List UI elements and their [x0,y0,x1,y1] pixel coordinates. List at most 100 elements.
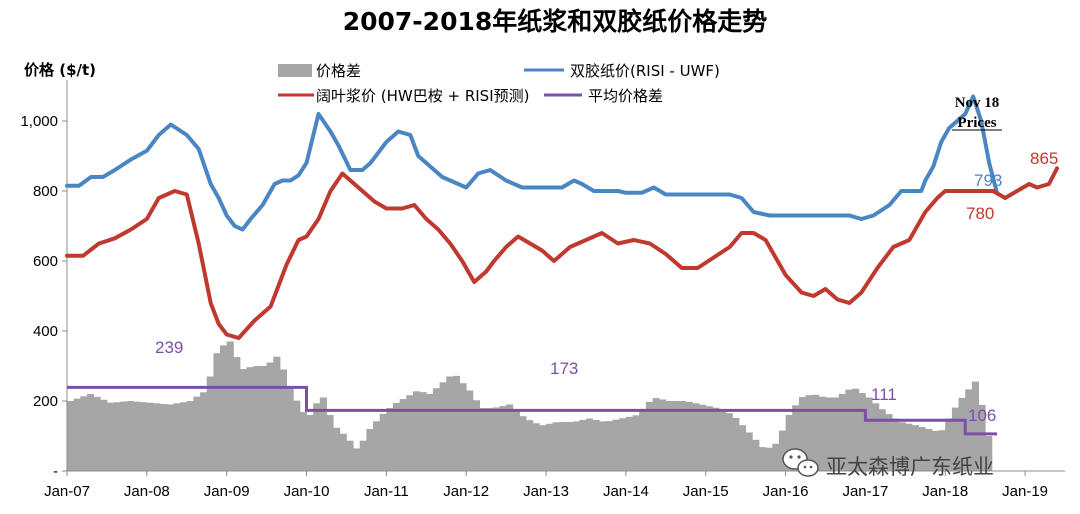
diff-bar [80,396,88,471]
diff-bar [452,375,460,471]
pulp-forecast-label: 865 [1030,149,1058,168]
diff-bar [765,447,773,471]
x-tick-label: Jan-07 [44,483,90,500]
legend-label-diff: 价格差 [316,62,361,80]
diff-bar [971,381,979,471]
diff-bar [106,402,114,471]
diff-bar [912,425,920,471]
diff-bar [885,414,893,471]
diff-bar [153,403,161,471]
y-tick-label: 800 [33,183,58,200]
diff-bar [878,409,886,471]
diff-bar [705,406,713,471]
diff-bar [246,367,254,471]
uwf-price-line [65,94,1000,232]
x-tick-label: Jan-08 [124,483,170,500]
diff-bar [373,421,381,471]
axes: 1,000 800 600 400 200 - Jan-07 Jan-08 Jan-09 Jan-… [20,80,1065,500]
diff-bar [439,382,447,471]
y-tick-label: 600 [33,253,58,270]
x-tick-label: Jan-14 [603,483,649,500]
diff-bar [985,436,993,471]
x-tick-label: Jan-09 [204,483,250,500]
diff-bar [865,397,873,471]
diff-bar [918,427,926,471]
diff-bar [386,408,394,471]
diff-bar [519,416,527,471]
y-tick-label: 1,000 [20,113,58,130]
diff-bar [160,403,168,471]
diff-bar [266,362,274,471]
diff-bar [126,401,134,471]
diff-bar [958,397,966,471]
diff-bar [785,415,793,471]
chart-title: 2007-2018年纸浆和双胶纸价格走势 [343,7,768,36]
diff-bar [752,439,760,471]
diff-bar [359,440,367,471]
diff-bar [213,353,221,471]
x-tick-label: Jan-16 [763,483,809,500]
diff-bar [745,432,753,471]
diff-bar [825,397,833,471]
diff-bar [559,422,567,471]
x-tick-label: Jan-13 [523,483,569,500]
diff-bar [725,413,733,471]
diff-bar [778,430,786,471]
diff-bar [220,345,228,471]
diff-bar [572,421,580,471]
diff-bar [253,366,261,471]
diff-bar [286,387,294,471]
avg-label-173: 173 [550,359,578,378]
diff-bar [665,401,673,471]
diff-bar [832,397,840,471]
diff-bar [87,394,95,471]
diff-bar [679,401,687,471]
diff-bar [659,399,667,471]
diff-bar [492,407,500,471]
legend-swatch-diff [278,64,312,77]
diff-bar [379,413,387,471]
diff-bar [652,398,660,471]
nov18-label-line2: Prices [957,115,996,131]
avg-label-239: 239 [155,338,183,357]
x-tick-label: Jan-12 [443,483,489,500]
y-tick-label: 200 [33,393,58,410]
x-tick-label: Jan-10 [284,483,330,500]
diff-bars [67,341,993,471]
diff-bar [552,422,560,471]
diff-bar [925,429,933,471]
watermark: 亚太森博广东纸业 [782,448,994,479]
diff-bar [625,416,633,471]
diff-bar [965,389,973,471]
diff-bar [619,418,627,471]
diff-bar [579,420,587,471]
diff-bar [273,356,281,471]
diff-bar [951,407,959,471]
diff-bar [472,400,480,471]
diff-bar [186,401,194,471]
diff-bar [612,419,620,471]
diff-bar [632,415,640,471]
x-tick-label: Jan-11 [364,483,409,500]
diff-bar [805,395,813,471]
legend-label-uwf: 双胶纸价(RISI - UWF) [570,62,720,80]
diff-bar [512,410,520,471]
diff-bar [333,427,341,471]
diff-bar [326,415,334,471]
diff-bar [692,403,700,471]
y-axis-label: 价格 ($/t) [24,61,96,79]
diff-bar [898,422,906,471]
x-tick-label: Jan-19 [1002,483,1048,500]
diff-bar [605,421,613,471]
diff-bar [259,366,267,471]
watermark-text: 亚太森博广东纸业 [826,455,994,479]
diff-bar [366,429,374,471]
diff-bar [599,421,607,471]
diff-bar [173,403,181,471]
diff-bar [852,388,860,471]
diff-bar [406,395,414,471]
y-tick-label: 400 [33,323,58,340]
diff-bar [113,402,121,471]
diff-bar [526,420,534,471]
diff-bar [146,402,154,471]
